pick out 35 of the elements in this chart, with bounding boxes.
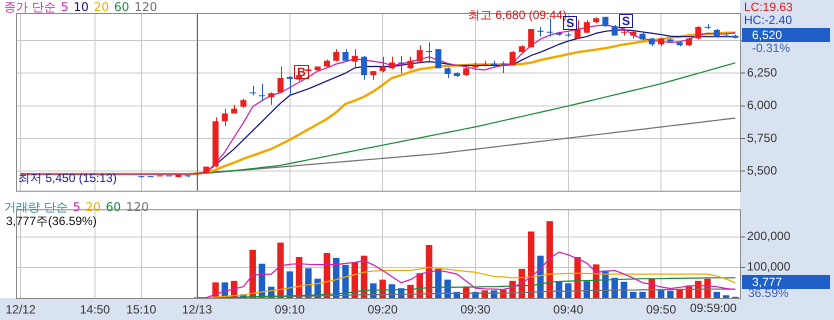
text: 3,777	[742, 275, 830, 289]
text: 20	[94, 0, 110, 14]
y-tick-label: 200,000	[747, 229, 791, 244]
text: 36.59%	[748, 286, 789, 300]
legend-title: 거래량 단순	[4, 200, 68, 214]
x-tick-label: 09:40	[553, 302, 584, 317]
x-tick-label: 09:20	[368, 302, 398, 317]
y-tick-label: 5,500	[747, 164, 778, 178]
y-tick-label: 6,000	[747, 98, 778, 112]
annotation: S	[618, 14, 633, 28]
text: 5	[72, 200, 80, 214]
x-tick-label: 14:50	[80, 302, 110, 317]
x-tick-label: 15:10	[126, 302, 157, 317]
text: 20	[85, 200, 101, 214]
text: 60	[106, 200, 122, 214]
y-tick-label: 5,750	[747, 130, 778, 145]
text: 120	[134, 0, 158, 14]
text: 60	[114, 0, 130, 14]
x-tick-label: 12/12	[6, 302, 36, 317]
text: 10	[73, 0, 89, 14]
x-tick-label: 09:10	[274, 302, 306, 317]
text: HC:-2.40	[744, 13, 792, 27]
x-tick-label: 09:50	[646, 302, 676, 317]
text: LC:19.63	[744, 0, 793, 14]
x-tick-label: 09:30	[460, 302, 491, 317]
annotation: 3,777주(36.59%)	[6, 214, 97, 228]
y-tick-label: 100,000	[747, 260, 791, 274]
y-tick-label: 6,250	[747, 65, 778, 80]
x-tick-label: 12/13	[182, 302, 212, 317]
legend-title: 종가 단순	[4, 0, 56, 14]
annotation: B	[294, 64, 309, 79]
text: 09:59:00	[690, 301, 737, 315]
text: -0.31%	[752, 41, 790, 55]
text: 5	[60, 0, 68, 14]
text: 6,520	[742, 28, 830, 42]
